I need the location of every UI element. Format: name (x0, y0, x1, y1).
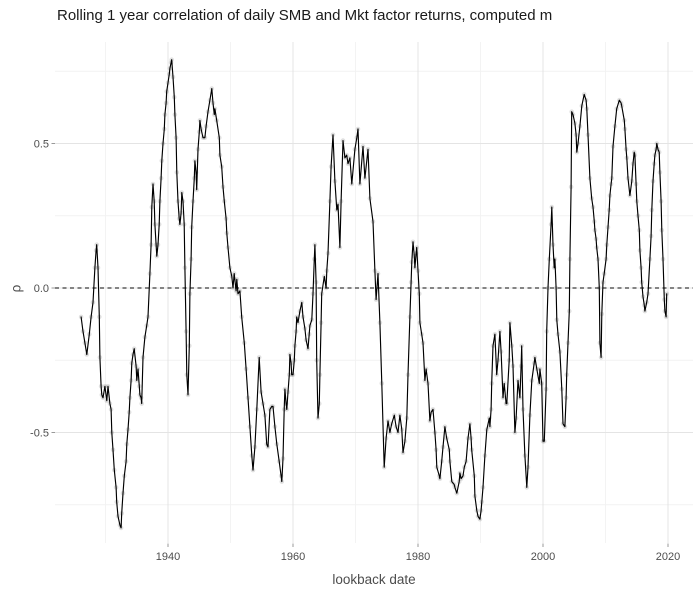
y-tick-label: -0.5 (30, 427, 49, 439)
data-points (78, 57, 669, 531)
grid-minor (55, 42, 693, 543)
axis-tick-labels: 1940 1960 1980 2000 2020 0.5 0.0 -0.5 (30, 138, 680, 563)
x-tick-label: 1960 (281, 551, 305, 563)
data-line (80, 59, 668, 529)
series-path (80, 59, 668, 529)
axis-ticks (51, 143, 669, 547)
x-tick-label: 2000 (531, 551, 555, 563)
x-axis-title: lookback date (332, 572, 416, 587)
y-tick-label: 0.0 (34, 283, 49, 295)
chart-title: Rolling 1 year correlation of daily SMB … (57, 7, 553, 24)
y-tick-label: 0.5 (34, 138, 49, 150)
x-tick-label: 1980 (406, 551, 430, 563)
grid-major (55, 42, 693, 543)
x-tick-label: 2020 (656, 551, 680, 563)
x-tick-label: 1940 (156, 551, 180, 563)
